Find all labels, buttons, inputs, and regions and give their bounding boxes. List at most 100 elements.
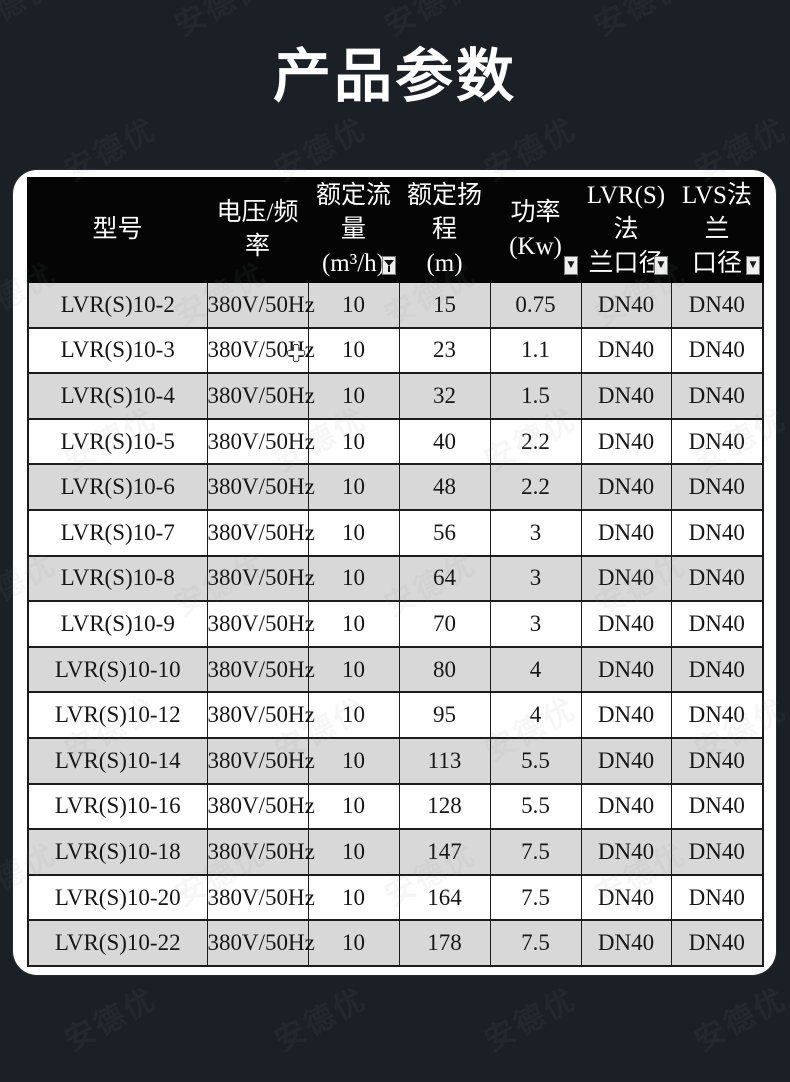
table-cell-head[interactable]: 128 (398, 782, 491, 831)
table-cell-lvr[interactable]: DN40 (580, 873, 672, 922)
table-cell-flow[interactable]: 10 (307, 326, 400, 375)
table-cell-power[interactable]: 5.5 (489, 782, 582, 831)
table-cell-model[interactable]: LVR(S)10-12 (27, 691, 208, 739)
table-cell-lvs[interactable]: DN40 (670, 554, 764, 603)
table-cell-lvs[interactable]: DN40 (670, 463, 764, 511)
table-cell-flow[interactable]: 10 (307, 873, 400, 922)
table-cell-power[interactable]: 7.5 (489, 828, 582, 876)
table-cell-voltage[interactable]: 380V/50Hz (206, 326, 315, 375)
table-cell-head[interactable]: 95 (398, 691, 491, 739)
table-cell-lvr[interactable]: DN40 (580, 554, 672, 603)
table-cell-model[interactable]: LVR(S)10-14 (27, 736, 208, 785)
table-cell-model[interactable]: LVR(S)10-5 (27, 417, 208, 466)
table-cell-power[interactable]: 5.5 (489, 736, 582, 785)
table-cell-power[interactable]: 4 (489, 691, 582, 739)
table-cell-power[interactable]: 3 (489, 508, 582, 557)
table-cell-lvs[interactable]: DN40 (670, 600, 764, 648)
table-cell-power[interactable]: 1.5 (489, 372, 582, 420)
table-cell-power[interactable]: 3 (489, 600, 582, 648)
table-cell-voltage[interactable]: 380V/50Hz (206, 736, 315, 785)
table-cell-voltage[interactable]: 380V/50Hz (206, 508, 315, 557)
table-cell-head[interactable]: 147 (398, 828, 491, 876)
table-cell-lvr[interactable]: DN40 (580, 919, 672, 967)
table-cell-model[interactable]: LVR(S)10-20 (27, 873, 208, 922)
table-cell-model[interactable]: LVR(S)10-3 (27, 326, 208, 375)
table-cell-head[interactable]: 40 (398, 417, 491, 466)
table-cell-head[interactable]: 70 (398, 600, 491, 648)
table-cell-voltage[interactable]: 380V/50Hz (206, 600, 315, 648)
table-cell-voltage[interactable]: 380V/50Hz (206, 645, 315, 694)
table-cell-voltage[interactable]: 380V/50Hz (206, 691, 315, 739)
table-cell-flow[interactable]: 10 (307, 463, 400, 511)
table-cell-lvr[interactable]: DN40 (580, 645, 672, 694)
table-cell-voltage[interactable]: 380V/50Hz (206, 417, 315, 466)
table-cell-model[interactable]: LVR(S)10-16 (27, 782, 208, 831)
table-cell-head[interactable]: 113 (398, 736, 491, 785)
table-cell-flow[interactable]: 10 (307, 782, 400, 831)
table-cell-lvr[interactable]: DN40 (580, 600, 672, 648)
table-cell-lvs[interactable]: DN40 (670, 372, 764, 420)
table-cell-lvs[interactable]: DN40 (670, 691, 764, 739)
table-cell-power[interactable]: 1.1 (489, 326, 582, 375)
table-cell-lvr[interactable]: DN40 (580, 281, 672, 329)
table-cell-lvs[interactable]: DN40 (670, 873, 764, 922)
table-cell-lvr[interactable]: DN40 (580, 691, 672, 739)
table-cell-lvr[interactable]: DN40 (580, 828, 672, 876)
table-cell-lvs[interactable]: DN40 (670, 736, 764, 785)
table-cell-head[interactable]: 80 (398, 645, 491, 694)
table-cell-power[interactable]: 3 (489, 554, 582, 603)
table-cell-model[interactable]: LVR(S)10-4 (27, 372, 208, 420)
table-cell-lvs[interactable]: DN40 (670, 326, 764, 375)
table-cell-power[interactable]: 4 (489, 645, 582, 694)
table-cell-lvr[interactable]: DN40 (580, 508, 672, 557)
table-cell-model[interactable]: LVR(S)10-18 (27, 828, 208, 876)
table-cell-flow[interactable]: 10 (307, 372, 400, 420)
table-cell-lvs[interactable]: DN40 (670, 281, 764, 329)
table-cell-head[interactable]: 56 (398, 508, 491, 557)
table-cell-voltage[interactable]: 380V/50Hz (206, 372, 315, 420)
table-cell-lvr[interactable]: DN40 (580, 463, 672, 511)
table-cell-lvr[interactable]: DN40 (580, 372, 672, 420)
filter-button-flow[interactable] (382, 256, 396, 275)
table-cell-head[interactable]: 64 (398, 554, 491, 603)
table-cell-voltage[interactable]: 380V/50Hz (206, 919, 315, 967)
table-cell-flow[interactable]: 10 (307, 919, 400, 967)
table-cell-flow[interactable]: 10 (307, 554, 400, 603)
table-cell-head[interactable]: 15 (398, 281, 491, 329)
filter-button-lvr[interactable]: ▼ (654, 256, 668, 275)
table-cell-power[interactable]: 2.2 (489, 417, 582, 466)
table-cell-head[interactable]: 48 (398, 463, 491, 511)
table-cell-model[interactable]: LVR(S)10-6 (27, 463, 208, 511)
table-cell-lvs[interactable]: DN40 (670, 508, 764, 557)
table-cell-model[interactable]: LVR(S)10-8 (27, 554, 208, 603)
table-cell-power[interactable]: 7.5 (489, 873, 582, 922)
table-cell-model[interactable]: LVR(S)10-22 (27, 919, 208, 967)
table-cell-flow[interactable]: 10 (307, 281, 400, 329)
table-cell-flow[interactable]: 10 (307, 600, 400, 648)
table-cell-flow[interactable]: 10 (307, 645, 400, 694)
table-cell-flow[interactable]: 10 (307, 417, 400, 466)
table-cell-lvr[interactable]: DN40 (580, 417, 672, 466)
filter-button-lvs[interactable]: ▼ (746, 256, 760, 275)
table-cell-voltage[interactable]: 380V/50Hz (206, 782, 315, 831)
table-cell-voltage[interactable]: 380V/50Hz (206, 463, 315, 511)
table-cell-flow[interactable]: 10 (307, 508, 400, 557)
table-cell-lvs[interactable]: DN40 (670, 919, 764, 967)
table-cell-voltage[interactable]: 380V/50Hz (206, 828, 315, 876)
table-cell-power[interactable]: 7.5 (489, 919, 582, 967)
table-cell-power[interactable]: 0.75 (489, 281, 582, 329)
table-cell-voltage[interactable]: 380V/50Hz (206, 554, 315, 603)
table-cell-flow[interactable]: 10 (307, 691, 400, 739)
table-cell-lvs[interactable]: DN40 (670, 417, 764, 466)
table-cell-power[interactable]: 2.2 (489, 463, 582, 511)
table-cell-model[interactable]: LVR(S)10-9 (27, 600, 208, 648)
table-cell-flow[interactable]: 10 (307, 828, 400, 876)
table-cell-lvr[interactable]: DN40 (580, 782, 672, 831)
table-cell-head[interactable]: 32 (398, 372, 491, 420)
table-cell-lvs[interactable]: DN40 (670, 645, 764, 694)
table-cell-lvr[interactable]: DN40 (580, 736, 672, 785)
table-cell-model[interactable]: LVR(S)10-2 (27, 281, 208, 329)
table-cell-flow[interactable]: 10 (307, 736, 400, 785)
filter-button-power[interactable]: ▼ (564, 256, 578, 275)
table-cell-head[interactable]: 164 (398, 873, 491, 922)
